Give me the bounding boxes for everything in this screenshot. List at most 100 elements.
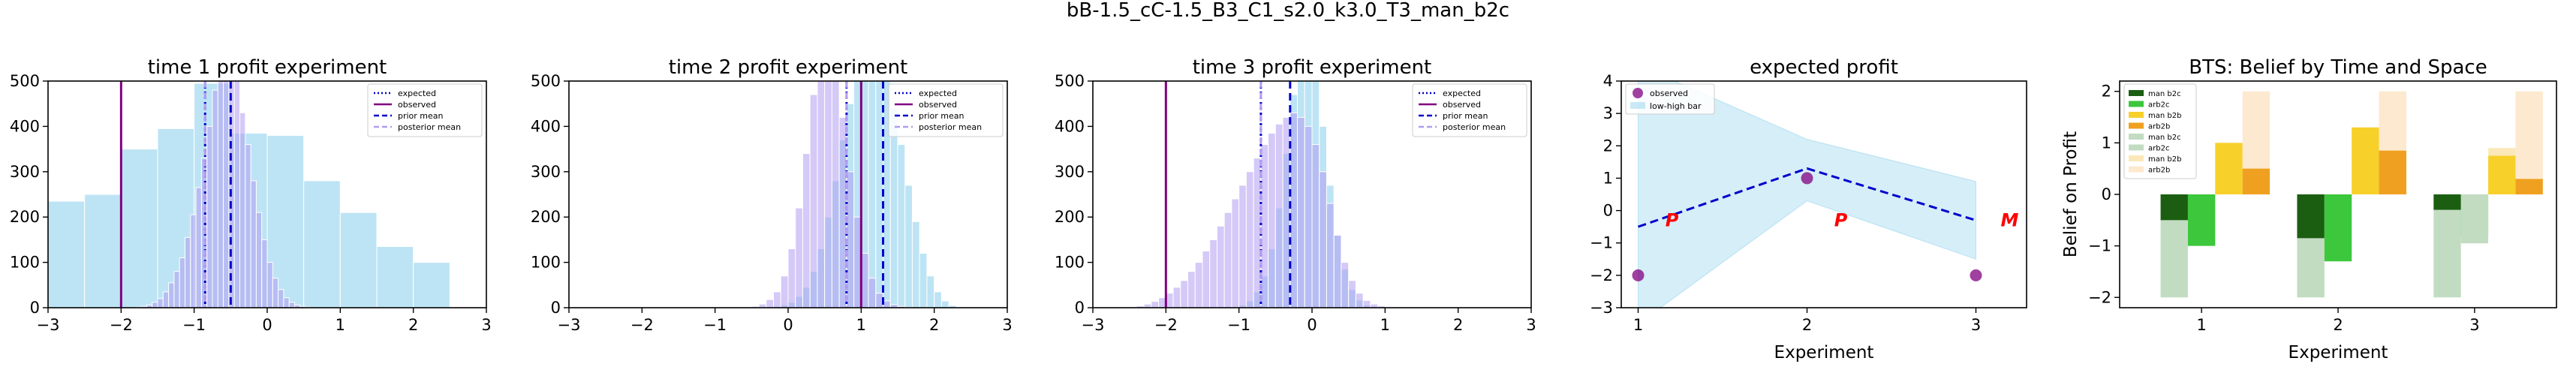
legend-label: man b2b xyxy=(2148,155,2181,164)
belief-bar xyxy=(2215,143,2243,194)
legend-swatch xyxy=(1630,102,1645,109)
y-tick-label: 0 xyxy=(2102,185,2111,203)
y-tick-label: 2 xyxy=(2102,83,2111,101)
posterior-bar xyxy=(817,81,826,308)
x-tick-label: −2 xyxy=(1154,316,1178,334)
y-tick-label: −1 xyxy=(1590,234,1613,252)
posterior-bar xyxy=(1311,144,1320,308)
posterior-bar xyxy=(1209,239,1217,308)
y-tick-label: 200 xyxy=(531,208,561,226)
legend-label: low-high bar xyxy=(1650,101,1702,111)
posterior-bar xyxy=(288,302,296,308)
y-tick-label: 500 xyxy=(10,72,40,90)
x-tick-label: 0 xyxy=(262,316,272,334)
legend-swatch xyxy=(2129,134,2144,140)
x-tick-label: 2 xyxy=(408,316,418,334)
belief-bar xyxy=(2187,194,2216,246)
x-tick-label: −1 xyxy=(182,316,206,334)
legend-label: arb2c xyxy=(2148,145,2169,153)
posterior-bar xyxy=(157,298,164,308)
y-tick-label: 0 xyxy=(551,299,561,317)
prior-bar xyxy=(303,180,341,308)
posterior-bar xyxy=(168,282,175,308)
x-axis-label: Experiment xyxy=(2289,343,2388,362)
posterior-bar xyxy=(261,239,268,308)
x-tick-label: −3 xyxy=(558,316,581,334)
prior-bar xyxy=(904,185,913,308)
legend-swatch xyxy=(2129,144,2144,151)
posterior-bar xyxy=(152,302,158,308)
observed-point xyxy=(1801,172,1813,185)
belief-bar xyxy=(2515,179,2543,194)
x-tick-label: −3 xyxy=(1082,316,1105,334)
posterior-bar xyxy=(278,289,284,308)
posterior-bar xyxy=(255,212,263,308)
posterior-bar xyxy=(1194,262,1203,308)
y-tick-label: 1 xyxy=(1603,169,1613,187)
chart-1: time 1 profit experiment −3 −2 −1 0 1 2 3 0 100 20… xyxy=(10,56,492,334)
prior-bar xyxy=(84,194,122,308)
belief-bar xyxy=(2433,194,2461,210)
posterior-bar xyxy=(173,271,180,308)
x-tick-label: 1 xyxy=(2196,316,2206,334)
y-tick-label: −2 xyxy=(2088,288,2111,306)
belief-bar xyxy=(2160,194,2188,221)
belief-bar xyxy=(2352,127,2379,194)
posterior-bar xyxy=(195,187,202,308)
posterior-bar xyxy=(1304,125,1313,308)
posterior-bar xyxy=(1333,234,1342,308)
plot-area xyxy=(744,81,964,308)
x-tick-label: −3 xyxy=(37,316,60,334)
posterior-bar xyxy=(1268,132,1276,308)
posterior-bar xyxy=(217,81,224,308)
posterior-bar xyxy=(162,291,170,308)
posterior-bar xyxy=(212,89,218,308)
expected-line xyxy=(1638,167,1976,228)
x-tick-label: 3 xyxy=(2469,316,2479,334)
posterior-bar xyxy=(1172,287,1181,308)
posterior-bar xyxy=(1151,301,1160,308)
posterior-bar xyxy=(1297,116,1305,308)
legend-label: prior mean xyxy=(919,111,964,121)
legend-swatch xyxy=(2129,166,2144,173)
y-tick-label: 100 xyxy=(531,254,561,272)
posterior-bar xyxy=(795,207,803,308)
x-tick-label: 1 xyxy=(1633,316,1643,334)
posterior-bar xyxy=(1223,212,1232,308)
y-axis-label: Belief on Profit xyxy=(2061,131,2081,257)
y-tick-label: 100 xyxy=(1055,254,1085,272)
legend-swatch xyxy=(1633,88,1643,98)
legend-label: prior mean xyxy=(1443,111,1488,121)
legend-label: arb2b xyxy=(2148,167,2170,175)
plot-area xyxy=(48,81,450,308)
posterior-bar xyxy=(1231,198,1240,308)
belief-bar xyxy=(2379,150,2406,194)
posterior-bar xyxy=(1274,123,1283,308)
posterior-bar xyxy=(185,236,191,308)
posterior-bar xyxy=(283,297,290,308)
prior-bar xyxy=(897,144,906,308)
belief-bar xyxy=(2297,194,2325,239)
legend-label: posterior mean xyxy=(1443,122,1506,132)
belief-bar xyxy=(2488,155,2516,194)
legend-label: arb2c xyxy=(2148,101,2169,110)
x-tick-label: 3 xyxy=(481,316,491,334)
axes-frame xyxy=(1621,80,2027,308)
legend-label: man b2c xyxy=(2148,134,2181,142)
legend-box xyxy=(1412,83,1527,137)
x-tick-label: 0 xyxy=(783,316,793,334)
plot-area xyxy=(1129,81,1437,308)
prior-bar xyxy=(889,107,898,308)
posterior-bar xyxy=(190,214,197,308)
legend-label: expected xyxy=(1443,89,1481,98)
legend-swatch xyxy=(2129,90,2144,96)
posterior-bar xyxy=(266,262,273,308)
legend-label: observed xyxy=(398,100,436,110)
chart-title: BTS: Belief by Time and Space xyxy=(2189,56,2487,79)
belief-bar xyxy=(2242,168,2271,194)
posterior-bar xyxy=(233,81,241,308)
prior-bar xyxy=(868,81,877,308)
